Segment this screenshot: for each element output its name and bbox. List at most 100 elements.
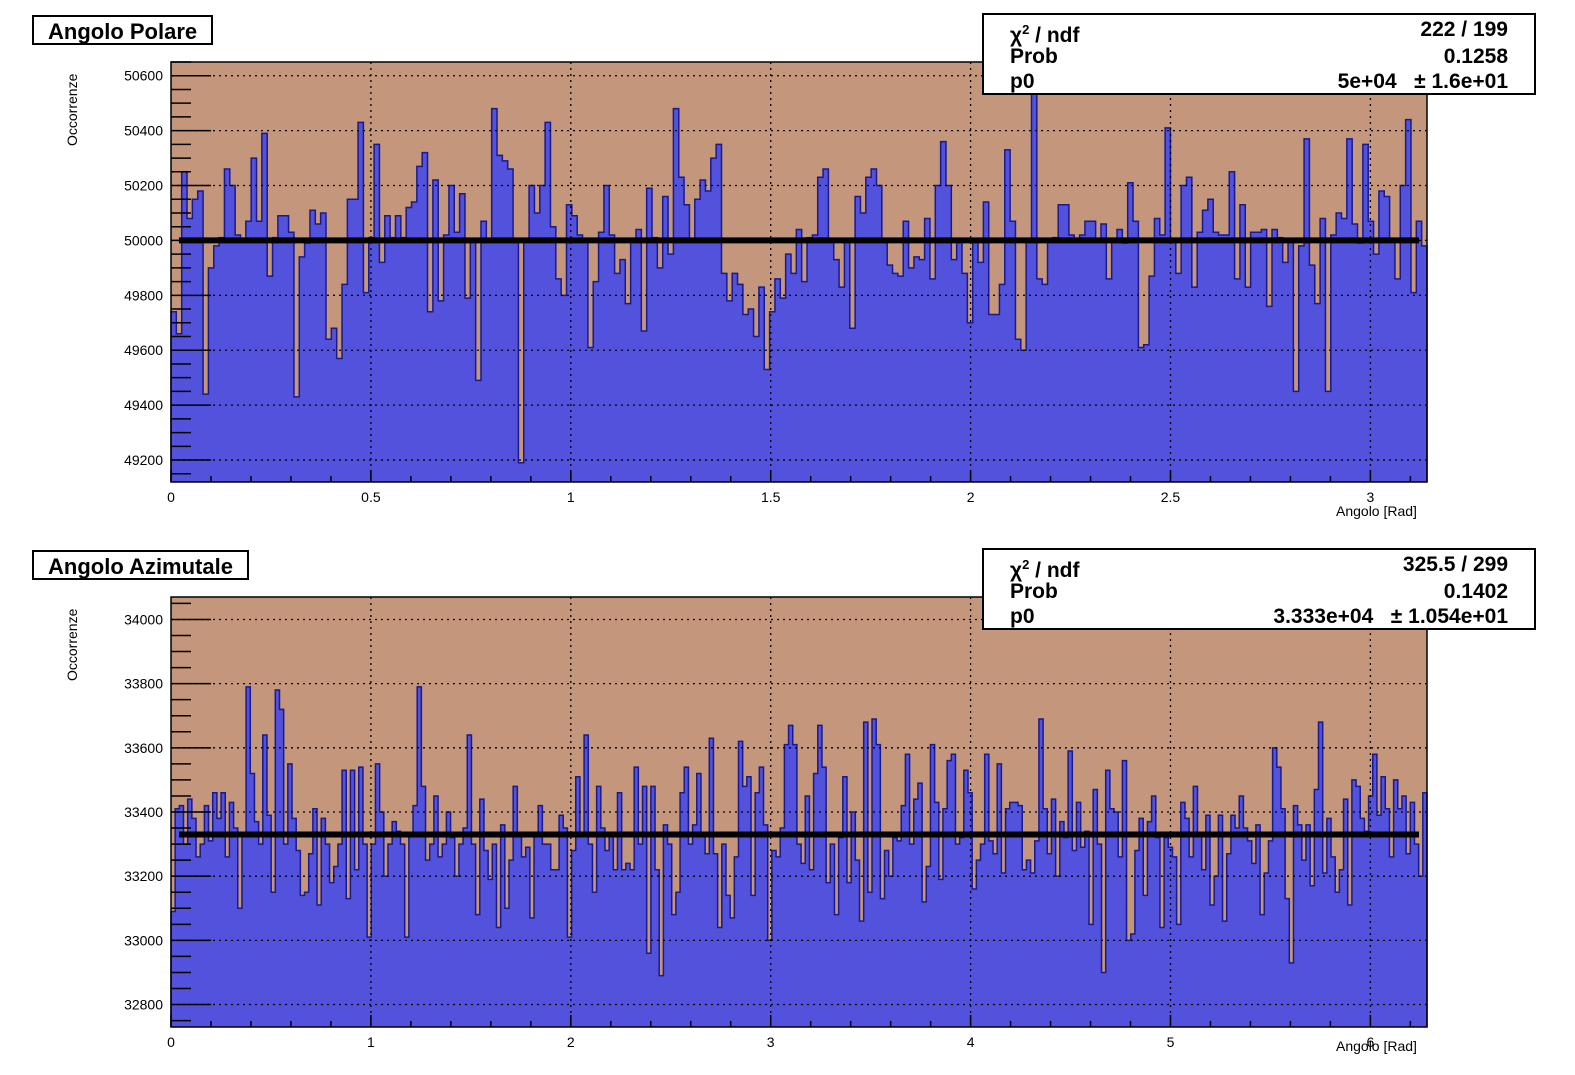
histogram-bin (1139, 818, 1144, 1027)
histogram-bin (513, 786, 518, 1027)
histogram-bin (488, 879, 493, 1027)
histogram-bin (271, 892, 276, 1027)
histogram-bin (716, 144, 722, 482)
histogram-bin (671, 914, 677, 1027)
histogram-bin (1084, 221, 1091, 482)
histogram-bin (1305, 824, 1311, 1027)
histogram-bin (433, 795, 439, 1027)
histogram-bin (1058, 204, 1064, 482)
histogram-bin (988, 314, 995, 482)
histogram-bin (251, 158, 257, 482)
histogram-bin (994, 314, 1000, 482)
histogram-bin (212, 792, 218, 1027)
histogram-bin (1330, 234, 1337, 482)
histogram-bin (1222, 921, 1228, 1027)
histogram-bin (659, 975, 664, 1027)
histogram-bin (1168, 847, 1173, 1027)
histogram-bin (1147, 821, 1152, 1027)
histogram-bin (876, 744, 881, 1027)
histogram-bin (1122, 760, 1127, 1027)
histogram-bin (1373, 254, 1380, 482)
histogram-bin (196, 856, 201, 1027)
histogram-bin (258, 844, 264, 1027)
histogram-bin (464, 298, 471, 482)
histogram-bin (446, 812, 451, 1027)
histogram-bin (888, 876, 894, 1027)
histogram-bin (635, 229, 642, 482)
histogram-bin (734, 856, 739, 1027)
histogram-bin (1105, 770, 1111, 1027)
histogram-bin (1272, 747, 1278, 1027)
histogram-bin (926, 866, 931, 1027)
histogram-bin (700, 180, 706, 482)
histogram-bin (1117, 229, 1123, 482)
histogram-bin (538, 805, 543, 1027)
histogram-bin (448, 185, 455, 482)
y-tick-label: 50600 (124, 68, 163, 84)
histogram-bin (710, 158, 717, 482)
histogram-bin (1184, 818, 1190, 1027)
histogram-bin (272, 237, 279, 482)
histogram-bin (1310, 885, 1315, 1027)
histogram-bin (1093, 789, 1098, 1027)
histogram-bin (801, 863, 806, 1027)
histogram-bin (587, 347, 594, 482)
histogram-bin (988, 840, 994, 1027)
x-tick-label: 1 (367, 1034, 375, 1050)
histogram-bin (392, 821, 397, 1027)
histogram-bin (634, 767, 639, 1027)
histogram-bin (913, 799, 919, 1027)
histogram-bin (1304, 138, 1310, 483)
histogram-bin (967, 322, 974, 482)
histogram-bin (1106, 278, 1113, 482)
histogram-bin (529, 917, 535, 1027)
histogram-bin (860, 212, 867, 482)
histogram-bin (1264, 872, 1269, 1027)
histogram-bin (1122, 243, 1129, 482)
histogram-bin (657, 267, 664, 482)
histogram-bin (502, 160, 509, 482)
histogram-bin (240, 240, 247, 482)
histogram-bin (1089, 924, 1094, 1027)
histogram-bars (171, 686, 1428, 1027)
histogram-bin (828, 240, 835, 482)
histogram-bin (346, 898, 351, 1027)
histogram-bin (368, 237, 375, 482)
histogram-bin (855, 860, 860, 1027)
y-tick-label: 49400 (124, 397, 163, 413)
histogram-bin (1347, 905, 1353, 1027)
histogram-bin (1314, 303, 1321, 482)
histogram-bin (496, 927, 502, 1027)
histogram-bin (1210, 905, 1215, 1027)
histogram-bin (892, 837, 898, 1027)
histogram-bin (614, 273, 621, 482)
histogram-bin (312, 808, 318, 1027)
histogram-bin (1422, 792, 1428, 1027)
histogram-bin (705, 853, 710, 1027)
histogram-bin (1015, 339, 1022, 482)
histogram-bin (976, 860, 981, 1027)
histogram-bin (983, 202, 990, 482)
histogram-bin (621, 869, 627, 1027)
histogram-bin (1205, 815, 1211, 1027)
histogram-bin (309, 210, 316, 482)
histogram-bin (1197, 232, 1203, 482)
histogram-bin (475, 914, 481, 1027)
histogram-bin (817, 177, 824, 482)
histogram-bin (491, 108, 498, 483)
histogram-bin (350, 770, 356, 1027)
histogram-bin (1322, 872, 1328, 1027)
histogram-bin (1320, 218, 1326, 482)
histogram-bin (839, 287, 845, 482)
histogram-bin (358, 122, 364, 483)
histogram-bin (221, 792, 226, 1027)
histogram-bin (267, 276, 273, 482)
histogram-bin (684, 767, 689, 1027)
histogram-bin (1288, 240, 1294, 482)
histogram-bin (1026, 240, 1032, 482)
histogram-bin (1100, 223, 1107, 482)
histogram-bin (1260, 914, 1265, 1027)
histogram-bin (383, 876, 389, 1027)
histogram-bin (880, 898, 885, 1027)
histogram-bin (1268, 840, 1274, 1027)
